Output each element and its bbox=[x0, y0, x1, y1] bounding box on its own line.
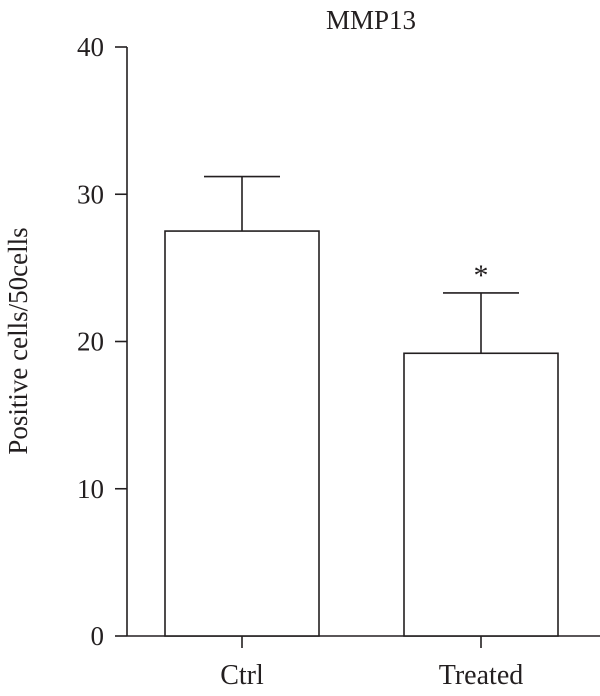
x-tick-label: Treated bbox=[439, 660, 524, 691]
significance-marker: * bbox=[474, 259, 489, 292]
chart-title: MMP13 bbox=[326, 5, 416, 35]
x-axis bbox=[127, 635, 600, 648]
y-tick-label: 30 bbox=[77, 179, 104, 209]
bar-treated bbox=[403, 352, 559, 637]
category-labels: Ctrl Treated bbox=[220, 660, 523, 691]
y-axis: 0 10 20 30 40 bbox=[77, 32, 128, 651]
y-tick-label: 10 bbox=[77, 474, 104, 504]
y-tick-label: 0 bbox=[91, 621, 105, 651]
y-tick-label: 40 bbox=[77, 32, 104, 62]
bars bbox=[164, 230, 559, 637]
bar-ctrl bbox=[164, 230, 320, 637]
error-bars: * bbox=[204, 175, 519, 354]
y-tick-label: 20 bbox=[77, 327, 104, 357]
y-axis-label: Positive cells/50cells bbox=[3, 227, 33, 454]
x-tick-label: Ctrl bbox=[220, 660, 264, 691]
